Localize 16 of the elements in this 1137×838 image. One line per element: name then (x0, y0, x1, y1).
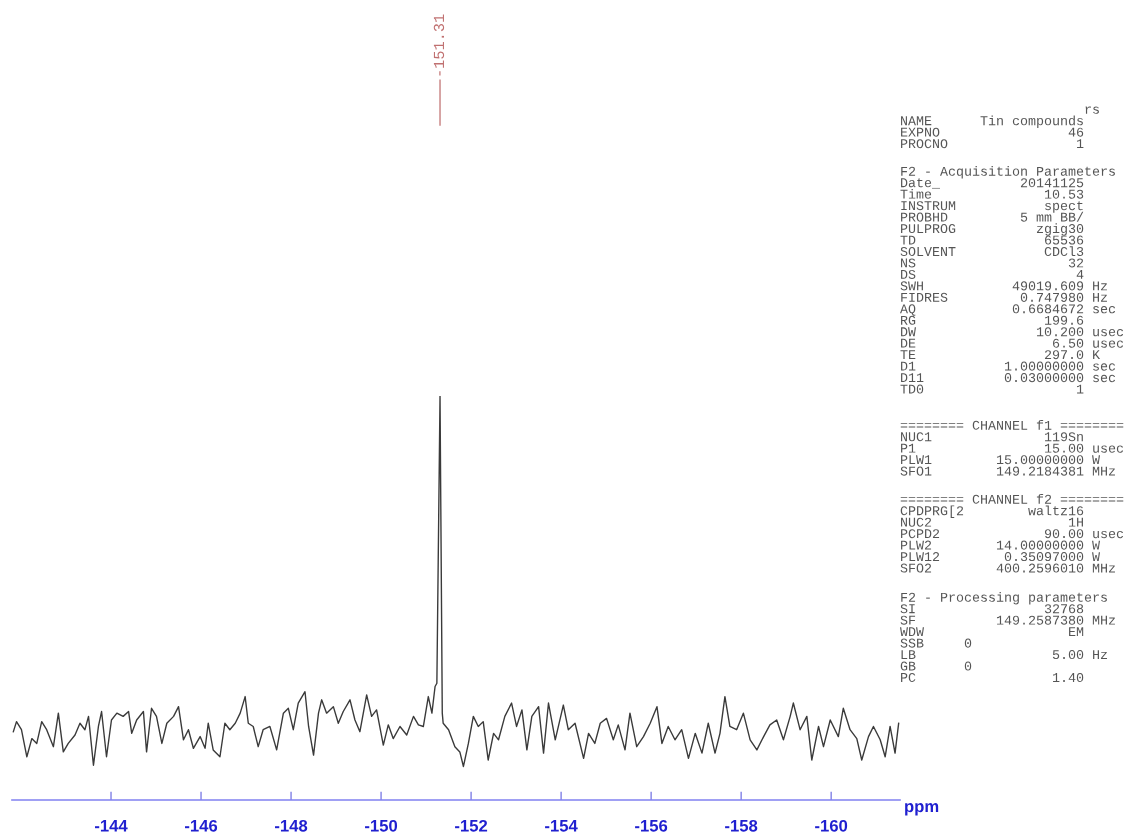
text: rs NAME Tin compounds EXPNO 46 PROCNO 1 (901, 106, 1099, 149)
annotation: -151.31 (433, 14, 445, 76)
x-tick-label: -152 (455, 819, 488, 832)
x-tick-label: -148 (275, 819, 308, 832)
x-tick-label: -154 (545, 820, 578, 832)
x-tick-label: -144 (94, 820, 128, 832)
text: F2 - Processing parameters SI 32768 SF 149.2587380 MHz WDW EM SSB 0 LB 5.00 Hz GB 0 PC 1.40 (900, 592, 1115, 683)
text: ======== CHANNEL f2 ======== CPDPRG[2 waltz16 NUC2 1H PCPD2 90.00 usec PLW2 14.00000000 W PLW12 0.35097000 W SFO2 400.2596010 MHz (900, 494, 1124, 573)
x-tick-label: -158 (725, 819, 758, 832)
x-tick-label: -150 (365, 819, 398, 832)
text: F2 - Acquisition Parameters Date_ 20141125 Time 10.53 INSTRUM spect PROBHD 5 mm BB/ PULPROG zgig30 TD 65536 SOLVENT CDCl3 NS 32 DS 4 SWH 49019.609 Hz FIDRES 0.747980 Hz AQ 0.6684672 sec RG 199.6 DW 10.200 usec DE 6.50 usec TE 297.0 K D1 1.00000000 sec D11 0.03000000 sec TD0 1 (900, 166, 1124, 394)
x-tick-label: -160 (815, 819, 848, 832)
x-tick-label: -156 (635, 819, 668, 832)
x-tick-label: -146 (185, 819, 218, 832)
text: ======== CHANNEL f1 ======== NUC1 119Sn P1 15.00 usec PLW1 15.00000000 W SFO1 149.2184381 MHz (900, 420, 1124, 476)
x-axis-title: ppm (905, 803, 939, 816)
